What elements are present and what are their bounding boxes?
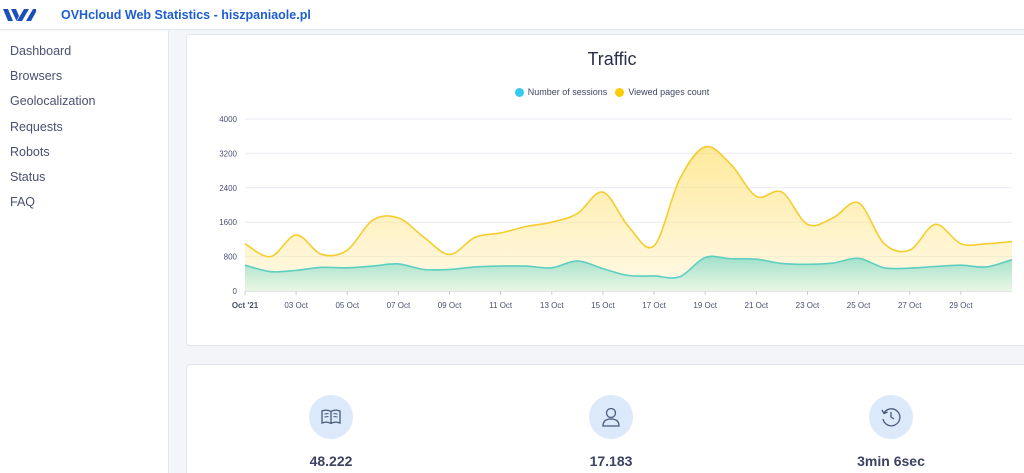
y-tick-label: 4000 [219, 115, 237, 124]
stat-value-sessions: 17.183 [589, 453, 633, 469]
legend-item-sessions[interactable]: Number of sessions [514, 87, 608, 97]
chart-legend: Number of sessions Viewed pages count [187, 87, 1024, 97]
x-tick-label: 29 Oct [949, 301, 973, 310]
x-tick-label: 21 Oct [745, 301, 769, 310]
stat-pages: 48.222 [271, 395, 391, 469]
x-tick-label: 09 Oct [438, 301, 462, 310]
series-area-viewed-pages [245, 146, 1012, 291]
sidebar-item-dashboard[interactable]: Dashboard [10, 44, 72, 58]
legend-dot-pages [615, 87, 625, 97]
sidebar-item-robots[interactable]: Robots [10, 144, 50, 159]
stats-card: 48.222 17.183 3min 6sec [186, 364, 1024, 473]
stat-value-pages: 48.222 [309, 453, 353, 469]
x-tick-label: 11 Oct [489, 301, 513, 310]
sidebar-item-faq[interactable]: FAQ [10, 195, 36, 210]
legend-label-pages: Viewed pages count [628, 87, 710, 97]
sidebar-item-browsers[interactable]: Browsers [10, 69, 63, 84]
y-tick-label: 2400 [219, 184, 237, 193]
series-line-sessions [244, 255, 1013, 279]
stat-value-duration: 3min 6sec [857, 453, 925, 469]
x-tick-label: 07 Oct [387, 301, 411, 310]
x-tick-label: 25 Oct [847, 301, 871, 310]
legend-dot-sessions [514, 87, 524, 97]
x-tick-label: 19 Oct [693, 301, 717, 310]
series-area-sessions [245, 256, 1012, 291]
x-tick-label: 27 Oct [898, 301, 922, 310]
traffic-card: Traffic Number of sessions Viewed pages … [186, 34, 1024, 346]
x-tick-label: 13 Oct [540, 301, 564, 310]
sidebar: Dashboard Browsers Geolocalization Reque… [0, 31, 169, 473]
history-clock-icon [869, 395, 913, 439]
traffic-chart: 0 800 1600 2400 3200 4000 Oct '21 03 Oct 05 Oct 0… [219, 115, 1013, 310]
user-icon [589, 395, 633, 439]
y-tick-label: 800 [224, 253, 238, 262]
y-tick-label: 1600 [219, 218, 237, 227]
ovh-logo[interactable] [0, 0, 40, 30]
chart-title: Traffic [587, 49, 637, 69]
x-tick-label: 17 Oct [642, 301, 666, 310]
x-tick-label: 15 Oct [591, 301, 615, 310]
x-tick-label: 03 Oct [284, 301, 308, 310]
stat-sessions: 17.183 [551, 395, 671, 469]
sidebar-item-status[interactable]: Status [10, 169, 46, 184]
stat-duration: 3min 6sec [831, 395, 951, 469]
legend-item-pages[interactable]: Viewed pages count [615, 87, 709, 97]
sidebar-item-geolocalization[interactable]: Geolocalization [10, 94, 96, 109]
y-tick-label: 0 [233, 287, 238, 296]
legend-label-sessions: Number of sessions [527, 87, 608, 97]
x-tick-label: Oct '21 [232, 301, 259, 310]
x-tick-label: 23 Oct [796, 301, 820, 310]
y-tick-label: 3200 [219, 149, 237, 158]
series-line-viewed-pages [244, 145, 1013, 258]
sidebar-item-requests[interactable]: Requests [10, 119, 63, 134]
book-icon [309, 395, 353, 439]
x-tick-label: 05 Oct [335, 301, 359, 310]
top-bar: OVHcloud Web Statistics - hiszpaniaole.p… [0, 0, 1024, 30]
app-title: OVHcloud Web Statistics - hiszpaniaole.p… [61, 7, 311, 22]
